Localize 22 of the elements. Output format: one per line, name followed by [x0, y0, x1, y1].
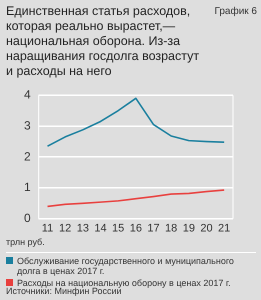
x-tick-label: 20 — [200, 222, 213, 234]
y-tick-label: 3 — [24, 118, 31, 132]
x-tick-label: 18 — [165, 222, 178, 234]
x-tick-label: 14 — [94, 222, 107, 234]
x-tick-label: 13 — [76, 222, 89, 234]
chart-title: Единственная статья расходов, которая реально вырастет,— национальная оборона. Из-за наращивания госдолга возрастут и расходы на него — [6, 4, 200, 79]
y-tick-label: 4 — [24, 88, 31, 102]
x-tick-label: 11 — [42, 222, 54, 234]
legend-label: Обслуживание государственного и муниципального долга в ценах 2017 г. — [17, 256, 235, 276]
y-tick-label: 0 — [24, 211, 31, 226]
x-tick-label: 16 — [130, 222, 142, 234]
x-tick-label: 17 — [147, 222, 160, 234]
y-tick-label: 1 — [24, 180, 31, 194]
legend-label: Расходы на национальную оборону в ценах 2017 г. — [17, 278, 231, 288]
text: Источники: Минфин России — [6, 286, 122, 296]
x-tick-label: 21 — [218, 222, 230, 234]
x-tick-label: 19 — [182, 222, 195, 234]
x-tick-label: 12 — [59, 222, 72, 234]
text: График 6 — [214, 6, 257, 17]
y-axis-title: трлн руб. — [6, 237, 45, 247]
x-tick-label: 15 — [112, 222, 124, 234]
y-tick-label: 2 — [24, 149, 31, 164]
